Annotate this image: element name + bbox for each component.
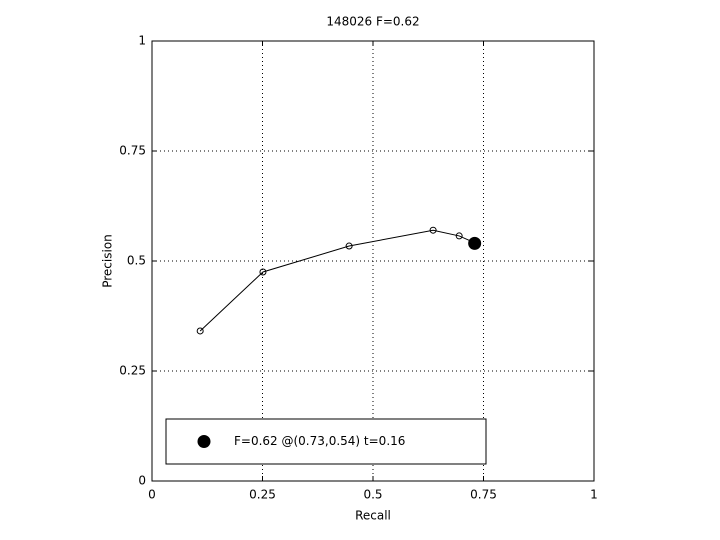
x-tick-label: 0.5 — [363, 488, 382, 502]
point — [259, 268, 267, 276]
x-tick-label: 1 — [590, 488, 598, 502]
y-tick-label: 0.5 — [127, 254, 146, 268]
plot-frame — [151, 40, 595, 482]
y-tick-label: 1 — [138, 34, 146, 48]
point — [196, 327, 204, 335]
legend-marker — [197, 435, 211, 448]
x-tick-label: 0.75 — [470, 488, 497, 502]
y-tick-label: 0.75 — [119, 144, 146, 158]
y-tick-label: 0 — [138, 474, 146, 488]
y-tick-label: 0.25 — [119, 364, 146, 378]
legend-label: F=0.62 @(0.73,0.54) t=0.16 — [234, 434, 405, 448]
x-axis-label: Recall — [355, 509, 391, 523]
chart-title: 148026 F=0.62 — [326, 15, 419, 29]
best-point — [468, 236, 482, 250]
point — [345, 242, 353, 250]
x-tick-label: 0.25 — [249, 488, 276, 502]
y-axis-label: Precision — [101, 234, 115, 288]
point — [455, 232, 463, 240]
point — [429, 226, 437, 234]
x-tick-label: 0 — [148, 488, 156, 502]
legend-box — [165, 418, 487, 465]
